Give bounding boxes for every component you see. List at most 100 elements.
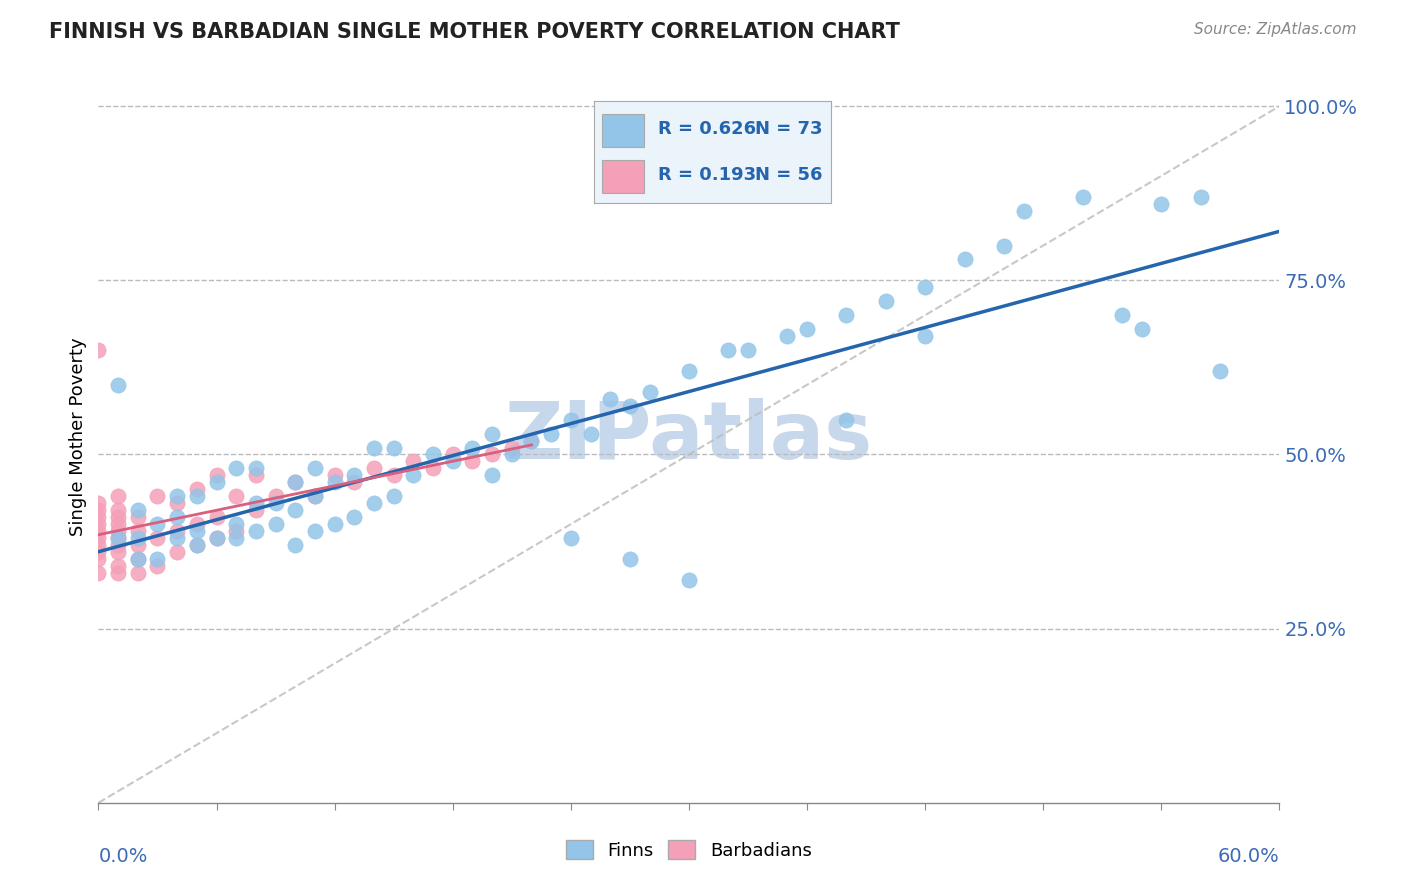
Point (186, 524, 208, 538)
Point (166, 531, 188, 545)
Point (402, 454, 425, 468)
Point (127, 524, 149, 538)
Point (619, 399, 641, 413)
Point (638, 384, 661, 399)
Point (678, 573, 700, 587)
Point (560, 412, 582, 426)
Point (402, 468, 425, 483)
Point (264, 517, 287, 532)
Point (501, 448, 523, 462)
Text: FINNISH VS BARBADIAN SINGLE MOTHER POVERTY CORRELATION CHART: FINNISH VS BARBADIAN SINGLE MOTHER POVER… (49, 22, 900, 42)
Point (107, 377, 129, 392)
Point (225, 517, 247, 532)
Point (914, 329, 936, 343)
Point (166, 545, 188, 559)
Point (343, 510, 366, 524)
Point (146, 552, 169, 566)
Point (1012, 203, 1035, 218)
Point (186, 538, 208, 552)
Point (501, 441, 523, 455)
Point (166, 496, 188, 510)
Point (225, 531, 247, 545)
Point (363, 496, 385, 510)
Point (205, 475, 228, 490)
Point (107, 531, 129, 545)
Point (205, 468, 228, 483)
Point (579, 426, 602, 441)
Legend: Finns, Barbadians: Finns, Barbadians (560, 833, 818, 867)
Point (678, 364, 700, 378)
Point (363, 441, 385, 455)
Point (225, 524, 247, 538)
Point (87, 545, 110, 559)
Point (1130, 322, 1153, 336)
Point (127, 552, 149, 566)
Point (127, 552, 149, 566)
Point (560, 531, 582, 545)
Point (186, 489, 208, 503)
Point (245, 496, 267, 510)
Point (323, 468, 346, 483)
Point (304, 489, 326, 503)
Point (776, 329, 799, 343)
Text: ZIPatlas: ZIPatlas (505, 398, 873, 476)
Point (146, 531, 169, 545)
Point (107, 538, 129, 552)
Point (343, 475, 366, 490)
Point (146, 558, 169, 573)
Point (717, 343, 740, 357)
Point (186, 538, 208, 552)
Point (87, 503, 110, 517)
Point (205, 510, 228, 524)
Point (993, 238, 1015, 252)
Point (205, 531, 228, 545)
Point (127, 510, 149, 524)
Point (796, 322, 818, 336)
Point (520, 434, 543, 448)
Point (520, 434, 543, 448)
Point (875, 294, 897, 309)
Point (441, 448, 464, 462)
Point (87, 343, 110, 357)
Point (166, 510, 188, 524)
Point (304, 524, 326, 538)
Point (225, 489, 247, 503)
Point (146, 517, 169, 532)
Point (245, 503, 267, 517)
Point (284, 503, 307, 517)
Point (146, 489, 169, 503)
Point (205, 531, 228, 545)
Point (382, 441, 405, 455)
Text: 60.0%: 60.0% (1218, 847, 1279, 866)
Point (382, 468, 405, 483)
Point (422, 448, 444, 462)
Point (461, 441, 484, 455)
Point (87, 566, 110, 580)
Point (284, 475, 307, 490)
Point (619, 552, 641, 566)
Point (953, 252, 976, 267)
Point (1071, 190, 1094, 204)
Point (107, 510, 129, 524)
Point (382, 489, 405, 503)
Point (835, 308, 858, 322)
Point (107, 489, 129, 503)
Point (363, 461, 385, 475)
Point (914, 280, 936, 294)
Point (481, 426, 503, 441)
Point (107, 524, 129, 538)
Point (1150, 196, 1173, 211)
Point (127, 538, 149, 552)
Point (264, 489, 287, 503)
Point (87, 552, 110, 566)
Point (481, 468, 503, 483)
Point (599, 392, 621, 406)
Point (737, 343, 759, 357)
Point (441, 454, 464, 468)
Point (87, 538, 110, 552)
Point (245, 524, 267, 538)
Point (186, 517, 208, 532)
Point (304, 489, 326, 503)
Point (87, 531, 110, 545)
Point (87, 524, 110, 538)
